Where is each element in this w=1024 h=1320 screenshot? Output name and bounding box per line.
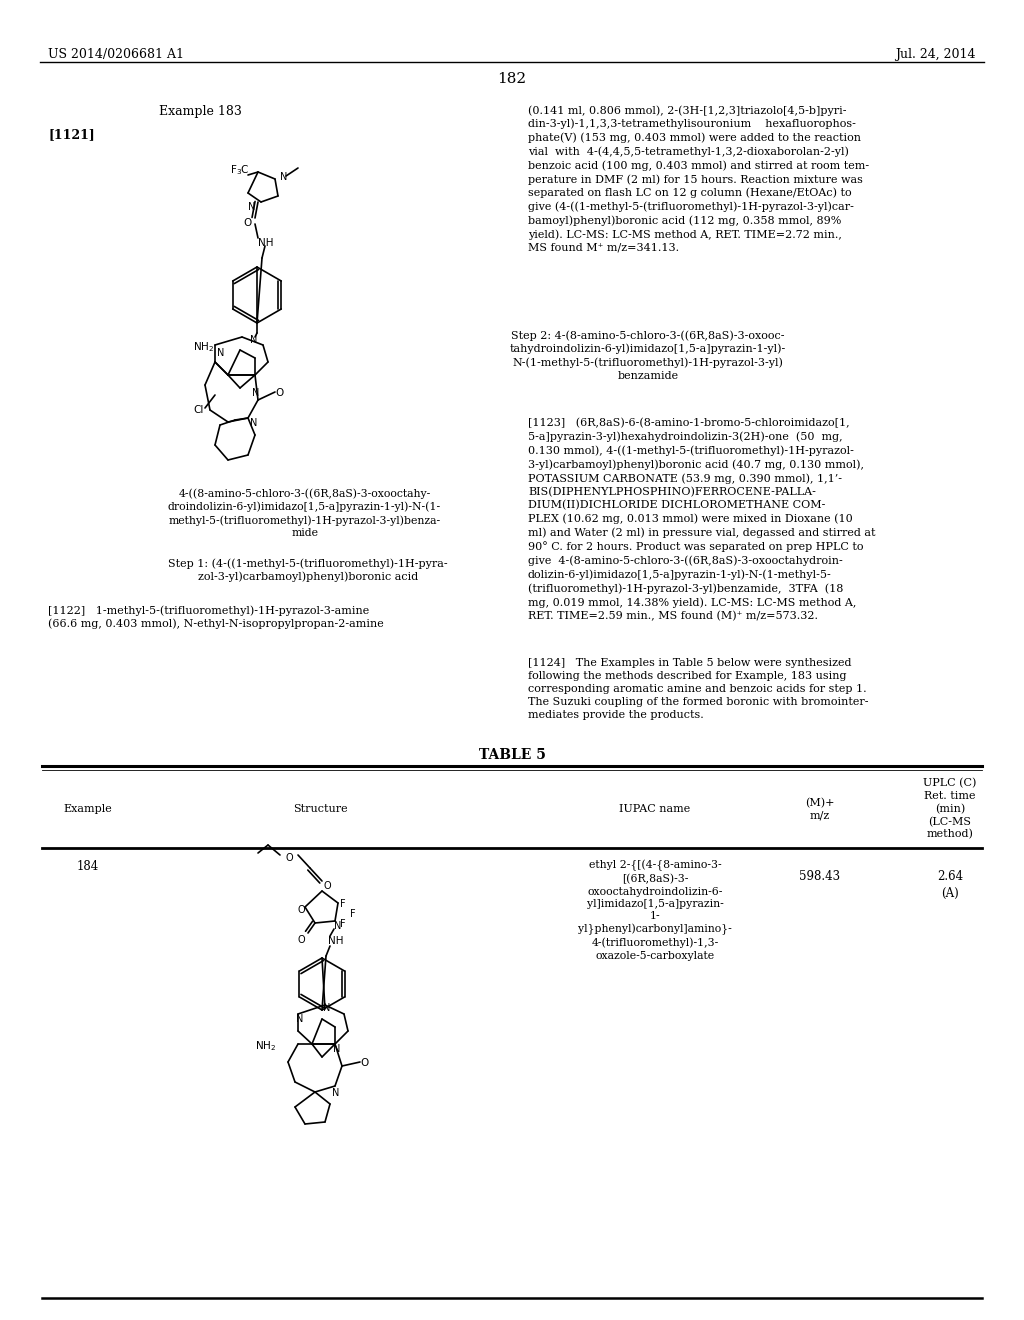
- Text: IUPAC name: IUPAC name: [620, 804, 690, 814]
- Text: 184: 184: [77, 861, 99, 873]
- Text: NH: NH: [328, 936, 343, 946]
- Text: 2.64
(A): 2.64 (A): [937, 870, 963, 900]
- Text: 598.43: 598.43: [800, 870, 841, 883]
- Text: N: N: [296, 1014, 303, 1024]
- Text: O: O: [323, 880, 331, 891]
- Text: N: N: [250, 418, 257, 428]
- Text: N: N: [217, 348, 224, 358]
- Text: O: O: [243, 218, 251, 228]
- Text: N: N: [333, 1044, 340, 1053]
- Text: N: N: [323, 1003, 331, 1012]
- Text: UPLC (C)
Ret. time
(min)
(LC-MS
method): UPLC (C) Ret. time (min) (LC-MS method): [924, 779, 977, 840]
- Text: N: N: [334, 921, 341, 931]
- Text: [1121]: [1121]: [48, 128, 95, 141]
- Text: 4-((8-amino-5-chloro-3-((6R,8aS)-3-oxooctahy-
droindolizin-6-yl)imidazo[1,5-a]py: 4-((8-amino-5-chloro-3-((6R,8aS)-3-oxooc…: [168, 488, 441, 539]
- Text: NH$_2$: NH$_2$: [255, 1039, 276, 1053]
- Text: O: O: [298, 935, 305, 945]
- Text: [1123]   (6R,8aS)-6-(8-amino-1-bromo-5-chloroimidazo[1,
5-a]pyrazin-3-yl)hexahyd: [1123] (6R,8aS)-6-(8-amino-1-bromo-5-chl…: [528, 418, 876, 622]
- Text: N: N: [248, 202, 255, 213]
- Text: O: O: [286, 853, 294, 863]
- Text: (0.141 ml, 0.806 mmol), 2-(3H-[1,2,3]triazolo[4,5-b]pyri-
din-3-yl)-1,1,3,3-tetr: (0.141 ml, 0.806 mmol), 2-(3H-[1,2,3]tri…: [528, 106, 869, 253]
- Text: O: O: [360, 1059, 369, 1068]
- Text: Jul. 24, 2014: Jul. 24, 2014: [896, 48, 976, 61]
- Text: US 2014/0206681 A1: US 2014/0206681 A1: [48, 48, 184, 61]
- Text: Step 1: (4-((1-methyl-5-(trifluoromethyl)-1H-pyra-
zol-3-yl)carbamoyl)phenyl)bor: Step 1: (4-((1-methyl-5-(trifluoromethyl…: [168, 558, 447, 582]
- Text: F: F: [350, 909, 355, 919]
- Text: NH: NH: [258, 238, 273, 248]
- Text: Step 2: 4-(8-amino-5-chloro-3-((6R,8aS)-3-oxooc-
tahydroindolizin-6-yl)imidazo[1: Step 2: 4-(8-amino-5-chloro-3-((6R,8aS)-…: [510, 330, 786, 381]
- Text: ethyl 2-{[(4-{8-amino-3-
[(6R,8aS)-3-
oxooctahydroindolizin-6-
yl]imidazo[1,5-a]: ethyl 2-{[(4-{8-amino-3- [(6R,8aS)-3- ox…: [579, 861, 732, 961]
- Text: F$_3$C: F$_3$C: [230, 162, 250, 177]
- Text: TABLE 5: TABLE 5: [478, 748, 546, 762]
- Text: N: N: [332, 1088, 339, 1098]
- Text: O: O: [298, 906, 305, 915]
- Text: Structure: Structure: [293, 804, 347, 814]
- Text: O: O: [275, 388, 284, 399]
- Text: [1122]   1-methyl-5-(trifluoromethyl)-1H-pyrazol-3-amine
(66.6 mg, 0.403 mmol), : [1122] 1-methyl-5-(trifluoromethyl)-1H-p…: [48, 605, 384, 630]
- Text: 182: 182: [498, 73, 526, 86]
- Text: [1124]   The Examples in Table 5 below were synthesized
following the methods de: [1124] The Examples in Table 5 below wer…: [528, 657, 868, 721]
- Text: Example: Example: [63, 804, 113, 814]
- Text: F: F: [340, 919, 346, 929]
- Text: (M)+
m/z: (M)+ m/z: [805, 797, 835, 820]
- Text: Cl: Cl: [193, 405, 204, 414]
- Text: F: F: [340, 899, 346, 909]
- Text: N: N: [252, 388, 259, 399]
- Text: NH$_2$: NH$_2$: [193, 341, 214, 354]
- Text: Example 183: Example 183: [159, 106, 242, 117]
- Text: N: N: [280, 172, 288, 182]
- Text: N: N: [250, 335, 257, 345]
